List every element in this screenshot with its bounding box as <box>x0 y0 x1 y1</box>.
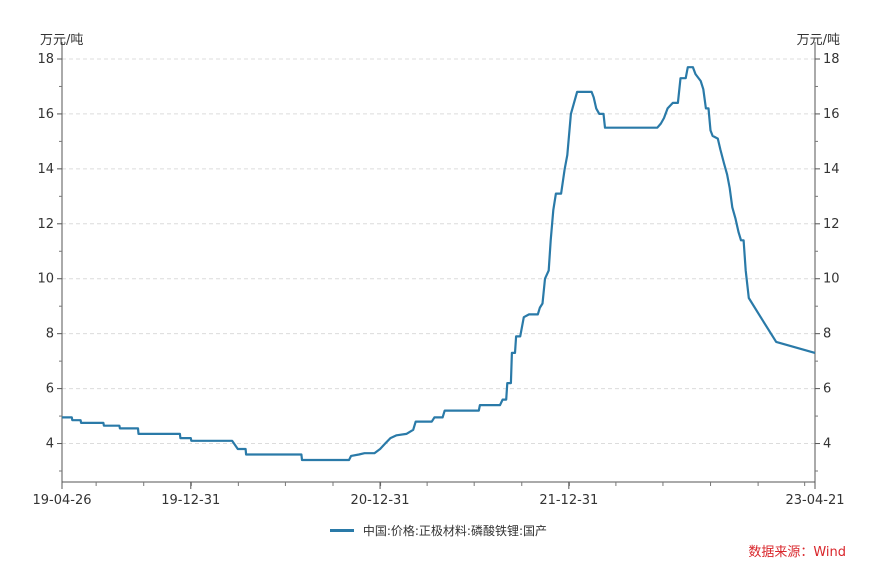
y-tick-label-right: 12 <box>823 217 840 232</box>
y-tick-label-right: 8 <box>823 327 831 342</box>
grid-lines <box>62 58 815 445</box>
y-tick-label-left: 4 <box>46 437 54 452</box>
y-axis-left-unit: 万元/吨 <box>40 33 84 48</box>
y-tick-label-left: 12 <box>37 217 54 232</box>
x-tick-label: 21-12-31 <box>539 493 598 508</box>
series-group <box>62 66 816 462</box>
x-tick-label: 20-12-31 <box>351 493 410 508</box>
x-tick-label: 23-04-21 <box>785 493 844 508</box>
axes <box>61 42 816 483</box>
y-tick-label-left: 14 <box>37 162 54 177</box>
y-tick-label-left: 8 <box>46 327 54 342</box>
y-tick-label-right: 4 <box>823 437 831 452</box>
y-tick-label-right: 16 <box>823 107 840 122</box>
y-axis-right: 4 6 8 10 12 14 16 18 <box>815 52 840 472</box>
y-tick-label-left: 18 <box>37 52 54 67</box>
y-tick-label-right: 18 <box>823 52 840 67</box>
legend-label: 中国:价格:正极材料:磷酸铁锂:国产 <box>362 524 547 538</box>
legend: 中国:价格:正极材料:磷酸铁锂:国产 <box>0 522 877 539</box>
legend-swatch <box>329 529 354 532</box>
series-line <box>62 66 816 462</box>
y-tick-label-left: 16 <box>37 107 54 122</box>
data-source: 数据来源：Wind <box>748 545 846 560</box>
y-axis-left: 4 6 8 10 12 14 16 18 <box>37 52 62 472</box>
x-tick-label: 19-04-26 <box>32 493 91 508</box>
y-tick-label-right: 14 <box>823 162 840 177</box>
y-tick-label-left: 10 <box>37 272 54 287</box>
y-tick-label-right: 6 <box>823 382 831 397</box>
x-axis: 19-04-26 19-12-31 20-12-31 21-12-31 23-04-21 <box>32 482 845 508</box>
y-tick-label-right: 10 <box>823 272 840 287</box>
y-axis-right-unit: 万元/吨 <box>796 33 840 48</box>
x-tick-label: 19-12-31 <box>161 493 220 508</box>
y-tick-label-left: 6 <box>46 382 54 397</box>
